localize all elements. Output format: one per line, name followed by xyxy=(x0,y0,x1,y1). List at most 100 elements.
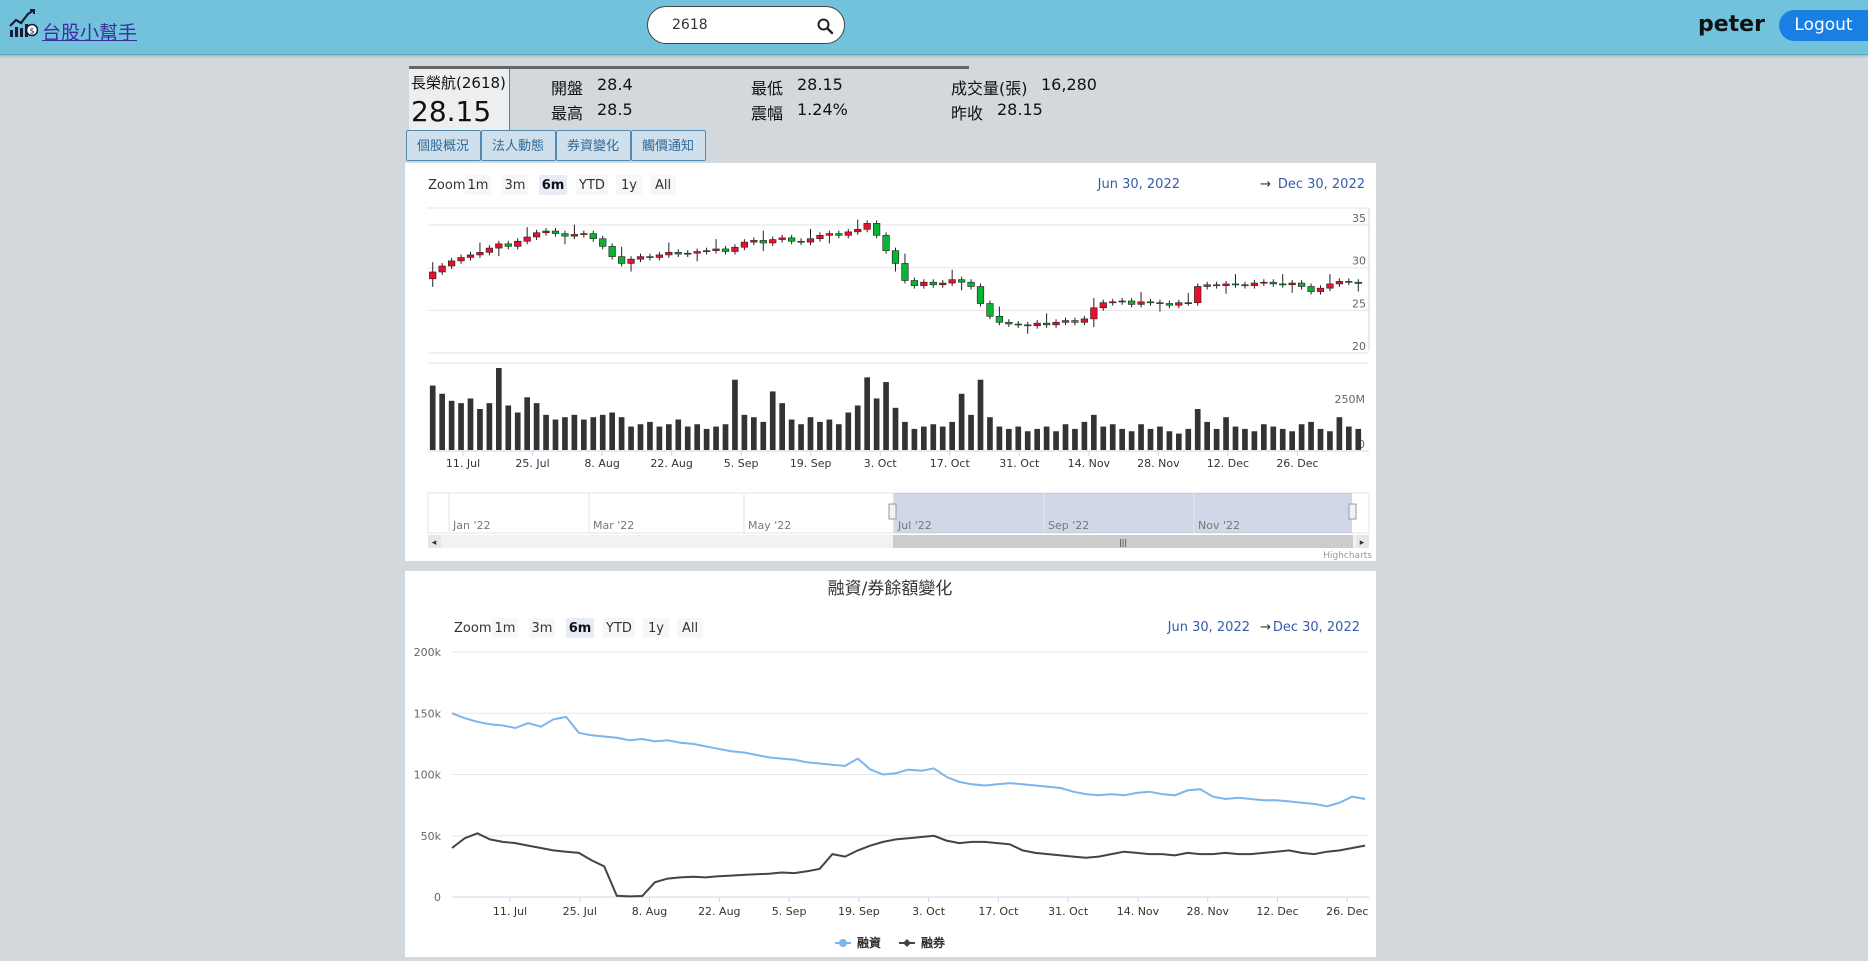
scroll-right-icon[interactable]: ▸ xyxy=(1360,538,1365,548)
volume-bar xyxy=(1006,428,1012,450)
volume-bar xyxy=(590,417,597,450)
candle-up xyxy=(514,240,522,247)
range-button-bg[interactable] xyxy=(539,175,567,195)
range-button-all[interactable]: All xyxy=(655,178,671,193)
range-button-bg[interactable] xyxy=(616,175,642,195)
margin-tick-label: 50k xyxy=(421,830,442,843)
x-tick-label: 19. Sep xyxy=(838,905,880,918)
search-input[interactable] xyxy=(670,16,814,34)
margin-y-axis: 200k 150k 100k 50k 0 xyxy=(414,646,442,904)
range-buttons: 1m 3m 6m YTD 1y All xyxy=(465,175,676,195)
brand-link[interactable]: 台股小幫手 xyxy=(42,22,138,44)
range-button-bg[interactable] xyxy=(603,618,635,638)
range-button-bg[interactable] xyxy=(576,175,608,195)
range-button-bg[interactable] xyxy=(529,618,555,638)
volume-bar xyxy=(609,412,615,450)
x-tick-label: 3. Oct xyxy=(912,905,946,918)
candle-down xyxy=(1354,281,1362,284)
price-tick-label: 30 xyxy=(1352,255,1366,268)
x-tick-label: 22. Aug xyxy=(698,905,740,918)
volume-bar xyxy=(921,426,927,450)
range-button-bg[interactable] xyxy=(502,175,528,195)
volume-bar xyxy=(788,419,795,450)
range-button-ytd[interactable]: YTD xyxy=(605,621,632,636)
navigator-left-handle[interactable] xyxy=(888,503,897,520)
candle-up xyxy=(1109,301,1117,304)
range-button-bg[interactable] xyxy=(643,618,669,638)
x-tick-label: 26. Dec xyxy=(1276,457,1318,470)
range-button-bg[interactable] xyxy=(677,618,703,638)
search-icon[interactable] xyxy=(816,17,834,35)
price-y-axis: 35 30 25 20 xyxy=(1352,212,1366,353)
volume-bar xyxy=(836,424,842,450)
volume-bar xyxy=(429,385,436,450)
range-button-3m[interactable]: 3m xyxy=(505,178,526,193)
scrollbar-grip-icon[interactable]: ||| xyxy=(1119,538,1127,547)
range-button-ytd[interactable]: YTD xyxy=(578,178,605,193)
range-button-bg[interactable] xyxy=(465,175,491,195)
range-button-1y[interactable]: 1y xyxy=(621,178,637,193)
volume-bar xyxy=(1176,433,1182,450)
navigator-right-handle[interactable] xyxy=(1348,503,1357,520)
x-tick-label: 22. Aug xyxy=(650,457,692,470)
candle-up xyxy=(495,243,503,249)
tab-price-alert[interactable]: 觸價通知 xyxy=(631,130,706,161)
navigator-label: Jul '22 xyxy=(897,519,932,532)
volume-bar xyxy=(514,412,521,450)
volume-bar xyxy=(741,414,748,450)
range-to-input[interactable]: Dec 30, 2022 xyxy=(1278,177,1365,192)
margin-tick-label: 0 xyxy=(434,891,441,904)
credits-link[interactable]: Highcharts xyxy=(1323,551,1372,561)
candle-up xyxy=(1250,282,1258,286)
range-button-1m[interactable]: 1m xyxy=(495,621,516,636)
search-box[interactable] xyxy=(647,6,845,44)
scrollbar-left-button[interactable] xyxy=(428,535,441,548)
candle-up xyxy=(1137,301,1145,305)
range-button-6m[interactable]: 6m xyxy=(569,621,592,636)
range-button-bg[interactable] xyxy=(492,618,518,638)
volume-bar xyxy=(732,379,738,450)
range-button-3m[interactable]: 3m xyxy=(532,621,553,636)
legend-short-marker[interactable] xyxy=(903,939,911,947)
navigator-mask[interactable] xyxy=(893,493,1352,533)
tab-margin[interactable]: 券資變化 xyxy=(556,130,631,161)
candle-down xyxy=(797,240,805,243)
x-tick-label: 11. Jul xyxy=(493,905,527,918)
candle-down xyxy=(1071,320,1079,323)
x-tick-label: 5. Sep xyxy=(724,457,759,470)
stock-chart-logo-icon[interactable]: $ xyxy=(8,6,38,38)
range-button-1y[interactable]: 1y xyxy=(648,621,664,636)
candle-down xyxy=(589,233,597,240)
logout-button[interactable]: Logout xyxy=(1779,10,1868,41)
candle-down xyxy=(901,263,909,281)
volume-bar xyxy=(939,426,946,450)
candle-up xyxy=(1052,321,1060,326)
candle-up xyxy=(1061,320,1070,323)
candle-up xyxy=(1203,284,1211,287)
range-button-1m[interactable]: 1m xyxy=(468,178,489,193)
tab-overview[interactable]: 個股概況 xyxy=(406,130,481,161)
candle-up xyxy=(580,233,588,235)
candle-up xyxy=(1222,283,1230,286)
navigator-scrollbar-thumb[interactable] xyxy=(893,535,1353,548)
legend-margin-marker[interactable] xyxy=(839,939,847,947)
range-button-6m[interactable]: 6m xyxy=(542,178,565,193)
range-from-input[interactable]: Jun 30, 2022 xyxy=(1167,620,1250,635)
range-button-all[interactable]: All xyxy=(682,621,698,636)
range-button-bg[interactable] xyxy=(566,618,594,638)
navigator[interactable]: Jan '22 Mar '22 May '22 Jul '22 Sep '22 Nov '… xyxy=(427,492,1370,548)
range-to-input[interactable]: Dec 30, 2022 xyxy=(1273,620,1360,635)
range-button-bg[interactable] xyxy=(650,175,676,195)
legend-margin-label[interactable]: 融資 xyxy=(857,935,881,950)
volume-bar xyxy=(618,417,625,450)
volume-bar xyxy=(486,403,493,450)
volume-bar xyxy=(656,426,663,450)
scrollbar-right-button[interactable] xyxy=(1356,535,1369,548)
svg-text:$: $ xyxy=(29,27,34,36)
candle-up xyxy=(806,238,815,243)
legend-short-label[interactable]: 融券 xyxy=(921,935,946,950)
volume-bar xyxy=(1128,431,1135,450)
tab-institutional[interactable]: 法人動態 xyxy=(481,130,556,161)
range-from-input[interactable]: Jun 30, 2022 xyxy=(1097,177,1180,192)
scroll-left-icon[interactable]: ◂ xyxy=(432,538,437,548)
